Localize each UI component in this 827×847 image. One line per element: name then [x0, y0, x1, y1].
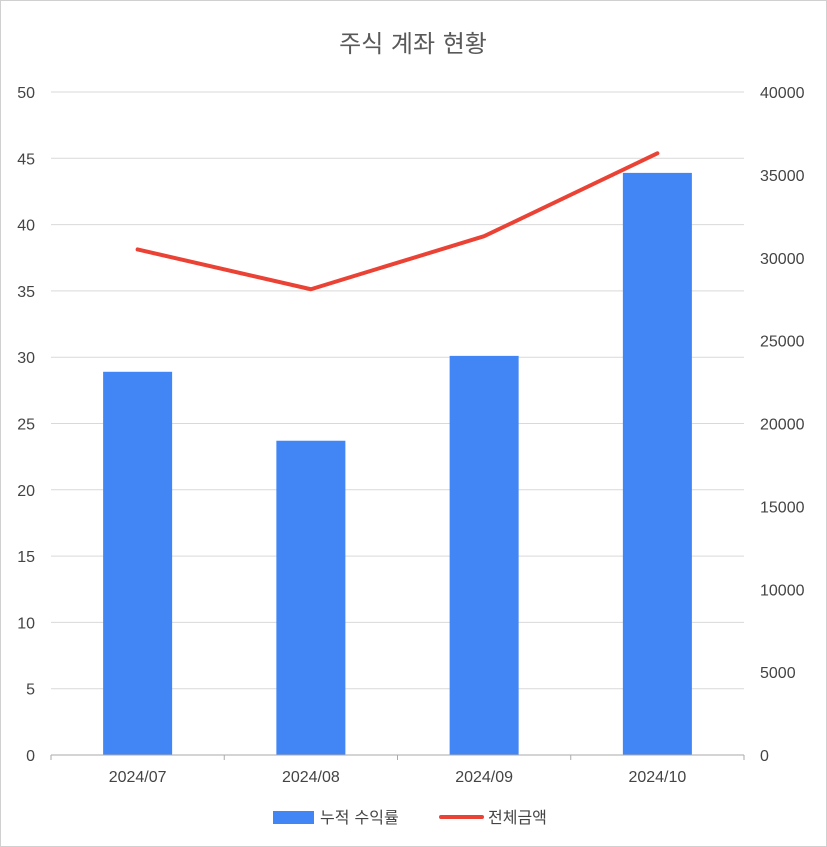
x-tick-label: 2024/08: [282, 769, 340, 786]
right-tick-label: 40000: [760, 85, 805, 102]
left-tick-label: 10: [17, 615, 35, 632]
left-tick-label: 40: [17, 218, 35, 235]
x-axis: 2024/07 2024/08 2024/09 2024/10: [50, 754, 745, 786]
right-tick-label: 35000: [760, 168, 805, 185]
bar: [276, 440, 346, 755]
legend: 누적 수익률 전체금액: [273, 808, 547, 827]
right-tick-label: 25000: [760, 334, 805, 351]
left-tick-label: 5: [26, 682, 35, 699]
left-tick-label: 20: [17, 483, 35, 500]
x-tick-label: 2024/09: [455, 769, 513, 786]
bar: [103, 371, 173, 755]
right-tick-label: 10000: [760, 582, 805, 599]
chart-title: 주식 계좌 현황: [339, 30, 487, 58]
right-tick-label: 15000: [760, 499, 805, 516]
left-tick-label: 15: [17, 549, 35, 566]
right-tick-label: 20000: [760, 417, 805, 434]
left-y-axis: 0 5 10 15 20 25 30 35 40 45 50: [17, 85, 35, 765]
left-tick-label: 50: [17, 85, 35, 102]
legend-swatch-bar: [273, 811, 314, 824]
x-tick-label: 2024/10: [628, 769, 686, 786]
x-tick-label: 2024/07: [109, 769, 167, 786]
legend-label: 누적 수익률: [320, 808, 399, 827]
right-tick-label: 30000: [760, 251, 805, 268]
bar-series: [103, 172, 692, 756]
left-tick-label: 35: [17, 284, 35, 301]
bar: [622, 172, 692, 756]
right-y-axis: 0 5000 10000 15000 20000 25000 30000 35000 40000: [760, 85, 805, 765]
line-series: [135, 151, 660, 292]
left-tick-label: 45: [17, 151, 35, 168]
right-tick-label: 0: [760, 748, 769, 765]
legend-label: 전체금액: [488, 808, 547, 827]
left-tick-label: 0: [26, 748, 35, 765]
left-tick-label: 25: [17, 417, 35, 434]
right-tick-label: 5000: [760, 665, 796, 682]
line-path: [135, 151, 660, 292]
left-tick-label: 30: [17, 350, 35, 367]
bar: [449, 355, 519, 755]
